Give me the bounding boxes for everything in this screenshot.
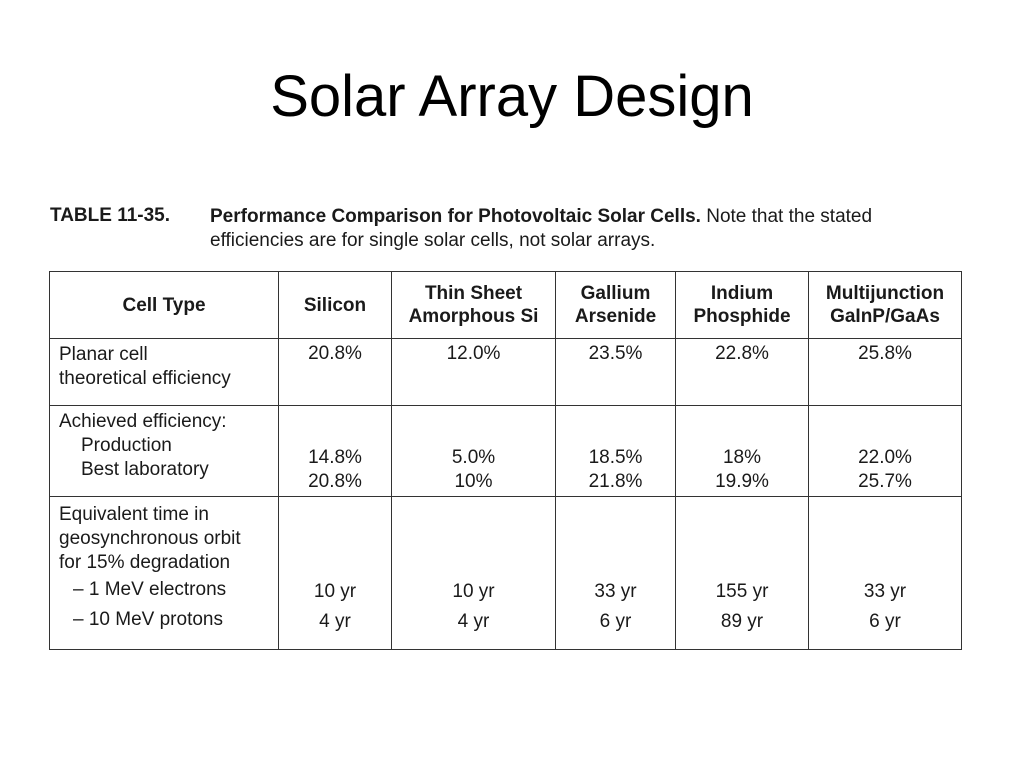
degradation-indium: 155 yr 89 yr — [675, 496, 809, 650]
table-row-planar: Planar cell theoretical efficiency 20.8%… — [49, 338, 962, 406]
header-indium-line1: Indium — [710, 283, 774, 304]
table-row-achieved: Achieved efficiency: Production Best lab… — [49, 405, 962, 497]
degradation-gallium-protons: 6 yr — [599, 611, 632, 632]
header-indium-line2: Phosphide — [693, 306, 791, 327]
achieved-indium: 18% 19.9% — [675, 405, 809, 497]
row-degradation-label-electrons: – 1 MeV electrons — [73, 579, 227, 600]
row-degradation-label-line3: for 15% degradation — [59, 552, 231, 573]
performance-table: Cell Type Silicon Thin Sheet Amorphous S… — [49, 271, 962, 650]
row-achieved-label-line1: Achieved efficiency: — [59, 411, 227, 432]
header-cell-type-label: Cell Type — [122, 294, 206, 316]
achieved-gallium-production: 18.5% — [588, 447, 643, 468]
achieved-multijunction: 22.0% 25.7% — [808, 405, 962, 497]
degradation-thin-sheet-protons: 4 yr — [457, 611, 490, 632]
table-header-row: Cell Type Silicon Thin Sheet Amorphous S… — [49, 271, 962, 339]
achieved-gallium-best: 21.8% — [588, 471, 643, 492]
achieved-gallium: 18.5% 21.8% — [555, 405, 676, 497]
achieved-thin-sheet-production: 5.0% — [451, 447, 496, 468]
header-multi-line1: Multijunction — [825, 283, 945, 304]
planar-thin-sheet: 12.0% — [391, 338, 556, 406]
header-indium: Indium Phosphide — [675, 271, 809, 339]
planar-silicon: 20.8% — [278, 338, 392, 406]
header-multijunction: Multijunction GaInP/GaAs — [808, 271, 962, 339]
achieved-thin-sheet-best: 10% — [454, 471, 493, 492]
row-degradation-label-line2: geosynchronous orbit — [59, 528, 241, 549]
achieved-silicon-best: 20.8% — [308, 471, 362, 492]
header-cell-type: Cell Type — [49, 271, 279, 339]
table-caption-note-line2: efficiencies are for single solar cells,… — [210, 230, 656, 251]
header-silicon-label: Silicon — [303, 294, 367, 316]
row-planar-label-line2: theoretical efficiency — [59, 368, 231, 389]
row-degradation-label: Equivalent time in geosynchronous orbit … — [49, 496, 279, 650]
row-degradation-label-protons: – 10 MeV protons — [73, 609, 223, 630]
achieved-silicon: 14.8% 20.8% — [278, 405, 392, 497]
degradation-silicon-electrons: 10 yr — [313, 581, 357, 602]
degradation-gallium-electrons: 33 yr — [594, 581, 637, 602]
header-silicon: Silicon — [278, 271, 392, 339]
header-thin-sheet-line1: Thin Sheet — [424, 283, 523, 304]
degradation-multijunction: 33 yr 6 yr — [808, 496, 962, 650]
header-multi-line2: GaInP/GaAs — [830, 306, 940, 327]
achieved-multi-best: 25.7% — [858, 471, 912, 492]
achieved-indium-best: 19.9% — [715, 471, 769, 492]
achieved-multi-production: 22.0% — [858, 447, 912, 468]
table-caption-label: TABLE 11-35. — [50, 205, 171, 226]
degradation-indium-protons: 89 yr — [720, 611, 764, 632]
header-gallium-line1: Gallium — [580, 283, 651, 304]
row-degradation-label-line1: Equivalent time in — [59, 504, 209, 525]
table-caption-title: Performance Comparison for Photovoltaic … — [210, 206, 701, 227]
planar-multijunction: 25.8% — [808, 338, 962, 406]
header-thin-sheet: Thin Sheet Amorphous Si — [391, 271, 556, 339]
row-achieved-label-production: Production — [81, 435, 172, 456]
planar-gallium: 23.5% — [555, 338, 676, 406]
achieved-indium-production: 18% — [722, 447, 762, 468]
header-gallium: Gallium Arsenide — [555, 271, 676, 339]
degradation-multi-electrons: 33 yr — [863, 581, 907, 602]
degradation-indium-electrons: 155 yr — [715, 581, 769, 602]
degradation-gallium: 33 yr 6 yr — [555, 496, 676, 650]
degradation-silicon-protons: 4 yr — [319, 611, 351, 632]
degradation-multi-protons: 6 yr — [869, 611, 901, 632]
row-planar-label: Planar cell theoretical efficiency — [49, 338, 279, 406]
planar-indium: 22.8% — [675, 338, 809, 406]
header-gallium-line2: Arsenide — [574, 306, 657, 327]
row-planar-label-line1: Planar cell — [59, 344, 148, 365]
row-achieved-label: Achieved efficiency: Production Best lab… — [49, 405, 279, 497]
table-row-degradation: Equivalent time in geosynchronous orbit … — [49, 496, 962, 650]
table-caption: Performance Comparison for Photovoltaic … — [210, 205, 975, 253]
degradation-silicon: 10 yr 4 yr — [278, 496, 392, 650]
achieved-thin-sheet: 5.0% 10% — [391, 405, 556, 497]
slide-title: Solar Array Design — [270, 64, 754, 129]
header-thin-sheet-line2: Amorphous Si — [408, 306, 539, 327]
table-caption-note-line1: Note that the stated — [700, 206, 873, 227]
degradation-thin-sheet-electrons: 10 yr — [452, 581, 495, 602]
achieved-silicon-production: 14.8% — [308, 447, 362, 468]
row-achieved-label-best: Best laboratory — [81, 459, 209, 480]
degradation-thin-sheet: 10 yr 4 yr — [391, 496, 556, 650]
